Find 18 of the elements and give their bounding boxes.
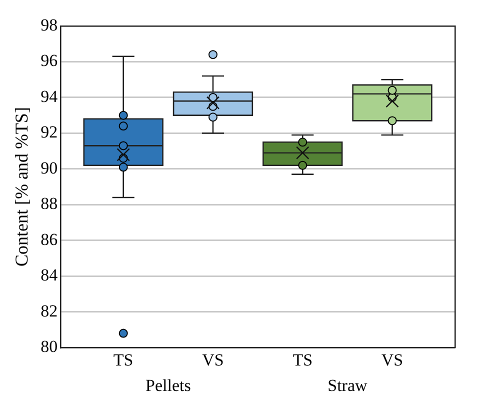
y-tick-label: 94	[40, 86, 58, 106]
y-tick-label: 86	[40, 230, 58, 249]
text: Straw	[328, 376, 368, 395]
y-tick-label: 82	[40, 301, 58, 320]
x-tick-label: VS	[381, 350, 404, 370]
point	[118, 162, 128, 172]
text: Pellets	[145, 376, 191, 395]
y-tick-label: 88	[40, 194, 58, 214]
x-tick-label: VS	[202, 350, 224, 370]
y-tick-label: 92	[40, 122, 58, 142]
y-tick-label: 90	[40, 158, 58, 178]
x-tick-label: TS	[292, 350, 313, 370]
x-tick-label: TS	[113, 350, 134, 370]
y-tick-label: 80	[40, 337, 58, 356]
y-tick-label: 98	[40, 15, 58, 34]
y-tick-label: 84	[40, 266, 58, 285]
y-axis-title: Content [% and %TS]	[12, 107, 32, 267]
y-tick-label: 96	[40, 51, 58, 70]
